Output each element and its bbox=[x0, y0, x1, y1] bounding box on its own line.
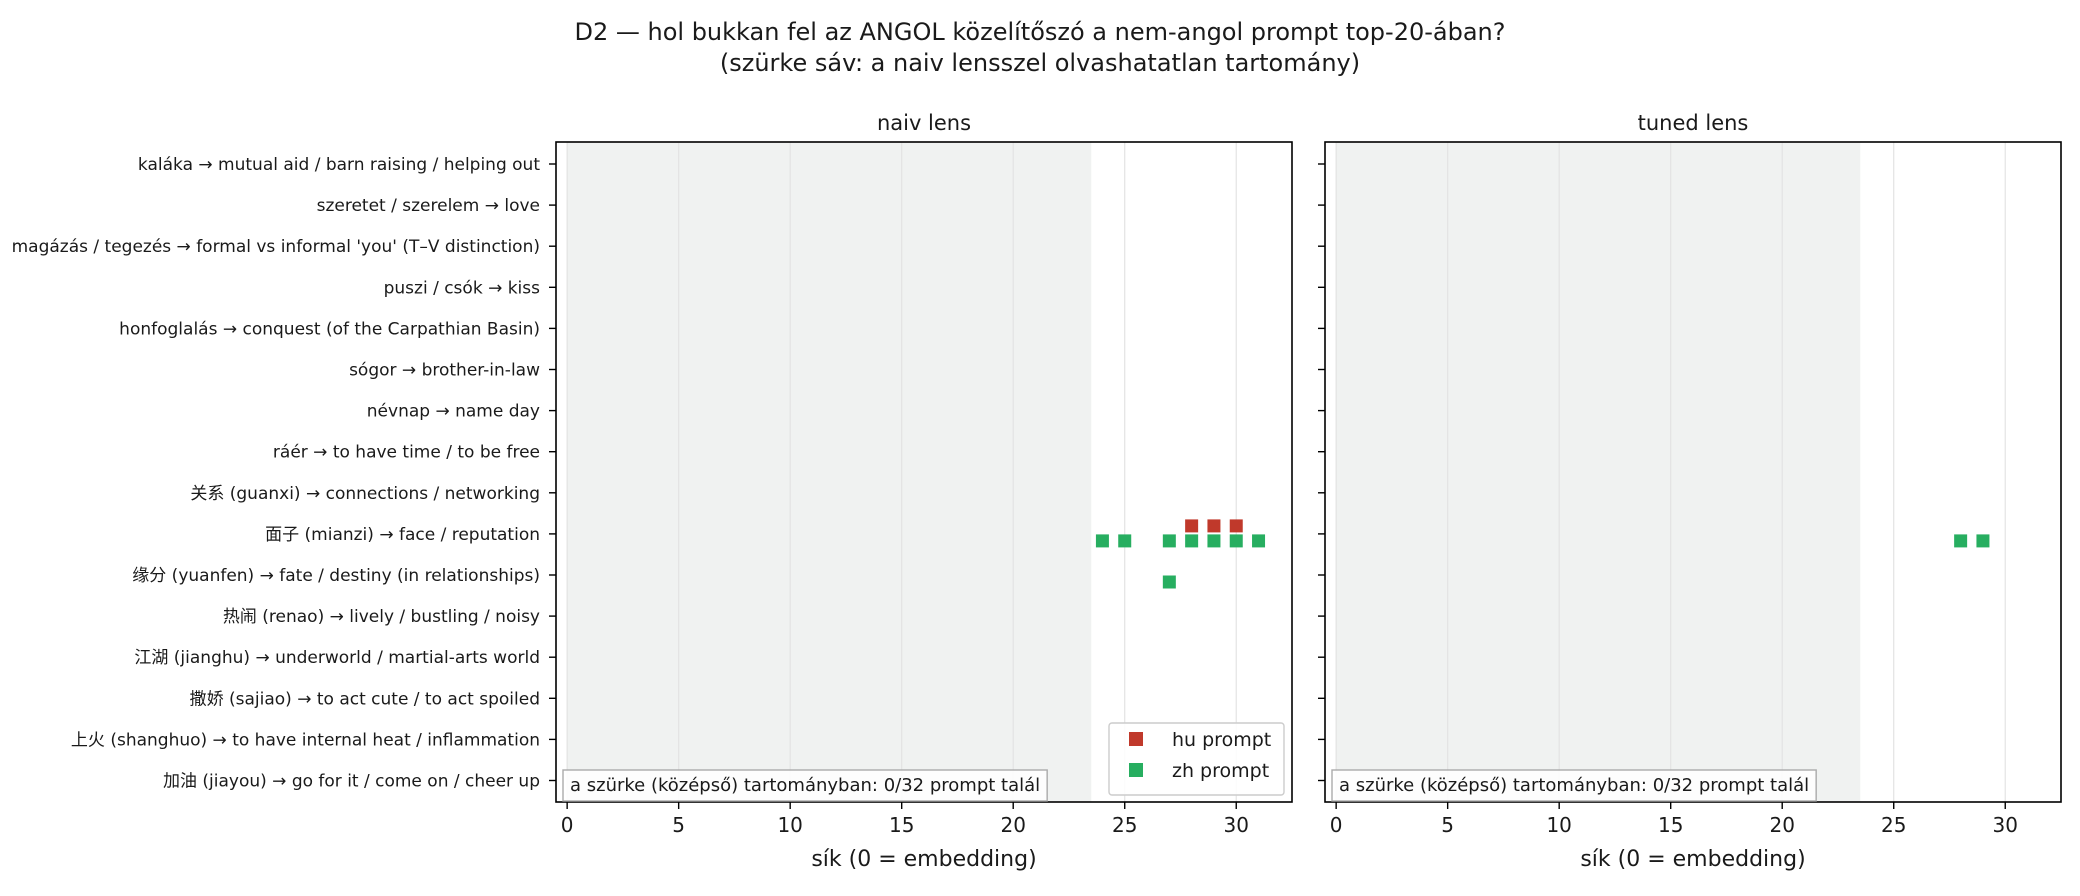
x-tick-label-30: 30 bbox=[1993, 813, 2018, 837]
legend-frame bbox=[1108, 722, 1285, 796]
panel-title: tuned lens bbox=[1638, 111, 1749, 135]
shaded-range bbox=[1336, 142, 1861, 802]
axes-frame bbox=[555, 141, 1293, 803]
marker-hu-row9-x29 bbox=[1207, 519, 1221, 533]
marker-zh-row9-x30 bbox=[1229, 534, 1243, 548]
marker-hu-row9-x28 bbox=[1185, 519, 1199, 533]
y-tick-label-10: 缘分 (yuanfen) → fate / destiny (in relati… bbox=[132, 566, 540, 586]
figure-title-line1: D2 — hol bukkan fel az ANGOL közelítőszó… bbox=[575, 18, 1506, 46]
x-tick-label-5: 5 bbox=[1441, 813, 1454, 837]
y-tick-label-4: honfoglalás → conquest (of the Carpathia… bbox=[119, 319, 540, 339]
x-tick-label-5: 5 bbox=[672, 813, 685, 837]
x-tick-label-15: 15 bbox=[889, 813, 914, 837]
y-tick-label-8: 关系 (guanxi) → connections / networking bbox=[190, 484, 540, 504]
y-tick-label-6: névnap → name day bbox=[367, 402, 540, 422]
x-axis-label: sík (0 = embedding) bbox=[811, 847, 1036, 872]
x-tick-label-25: 25 bbox=[1881, 813, 1906, 837]
marker-hu-row9-x30 bbox=[1229, 519, 1243, 533]
y-tick-label-7: ráér → to have time / to be free bbox=[273, 443, 540, 463]
y-tick-label-11: 热闹 (renao) → lively / bustling / noisy bbox=[223, 607, 540, 627]
marker-zh-row9-x29 bbox=[1976, 534, 1990, 548]
y-tick-label-12: 江湖 (jianghu) → underworld / martial-arts… bbox=[134, 648, 540, 668]
x-tick-label-20: 20 bbox=[1769, 813, 1794, 837]
legend-label-zh: zh prompt bbox=[1172, 760, 1269, 782]
marker-zh-row9-x24 bbox=[1095, 534, 1109, 548]
legend: hu prompt zh prompt bbox=[1108, 722, 1285, 796]
annotation-box: a szürke (középső) tartományban: 0/32 pr… bbox=[562, 769, 1048, 802]
annotation-frame bbox=[1331, 769, 1817, 802]
legend-marker-zh bbox=[1129, 763, 1143, 777]
x-tick-label-30: 30 bbox=[1224, 813, 1249, 837]
axes-frame bbox=[1324, 141, 2062, 803]
shaded-range bbox=[567, 142, 1092, 802]
x-tick-label-15: 15 bbox=[1658, 813, 1683, 837]
panel-naiv-lens: 0 5 10 15 20 25 30 kaláka → mutual aid / barn r… bbox=[12, 111, 1293, 872]
marker-zh-row9-x28 bbox=[1954, 534, 1968, 548]
marker-zh-row9-x29 bbox=[1207, 534, 1221, 548]
annotation-text: a szürke (középső) tartományban: 0/32 pr… bbox=[570, 775, 1040, 796]
marker-zh-row9-x31 bbox=[1252, 534, 1266, 548]
y-tick-label-14: 上火 (shanghuo) → to have internal heat / … bbox=[71, 730, 540, 750]
marker-zh-row10-x27 bbox=[1162, 575, 1176, 589]
legend-label-hu: hu prompt bbox=[1172, 729, 1271, 751]
marker-zh-row9-x27 bbox=[1162, 534, 1176, 548]
y-tick-label-2: magázás / tegezés → formal vs informal '… bbox=[12, 237, 540, 257]
y-tick-label-13: 撒娇 (sajiao) → to act cute / to act spoil… bbox=[190, 689, 540, 709]
y-tick-label-1: szeretet / szerelem → love bbox=[317, 196, 540, 216]
figure-title-line2: (szürke sáv: a naiv lensszel olvashatatl… bbox=[720, 49, 1360, 77]
y-tick-label-5: sógor → brother-in-law bbox=[349, 361, 540, 381]
x-tick-label-20: 20 bbox=[1000, 813, 1025, 837]
x-tick-label-10: 10 bbox=[1546, 813, 1571, 837]
marker-zh-row9-x28 bbox=[1185, 534, 1199, 548]
y-tick-label-9: 面子 (mianzi) → face / reputation bbox=[265, 525, 540, 545]
panel-tuned-lens: 0 5 10 15 20 25 30 tuned lens sík (0 = embedding… bbox=[1318, 111, 2062, 872]
annotation-text: a szürke (középső) tartományban: 0/32 pr… bbox=[1339, 775, 1809, 796]
y-tick-label-15: 加油 (jiayou) → go for it / come on / chee… bbox=[163, 772, 540, 792]
x-tick-label-10: 10 bbox=[777, 813, 802, 837]
x-tick-label-25: 25 bbox=[1112, 813, 1137, 837]
annotation-frame bbox=[562, 769, 1048, 802]
x-tick-label-0: 0 bbox=[561, 813, 574, 837]
x-axis-label: sík (0 = embedding) bbox=[1580, 847, 1805, 872]
y-tick-label-3: puszi / csók → kiss bbox=[384, 278, 541, 298]
y-tick-label-0: kaláka → mutual aid / barn raising / hel… bbox=[138, 155, 540, 175]
legend-marker-hu bbox=[1129, 732, 1143, 746]
x-tick-label-0: 0 bbox=[1330, 813, 1343, 837]
panel-title: naiv lens bbox=[877, 111, 971, 135]
annotation-box: a szürke (középső) tartományban: 0/32 pr… bbox=[1331, 769, 1817, 802]
marker-zh-row9-x25 bbox=[1118, 534, 1132, 548]
